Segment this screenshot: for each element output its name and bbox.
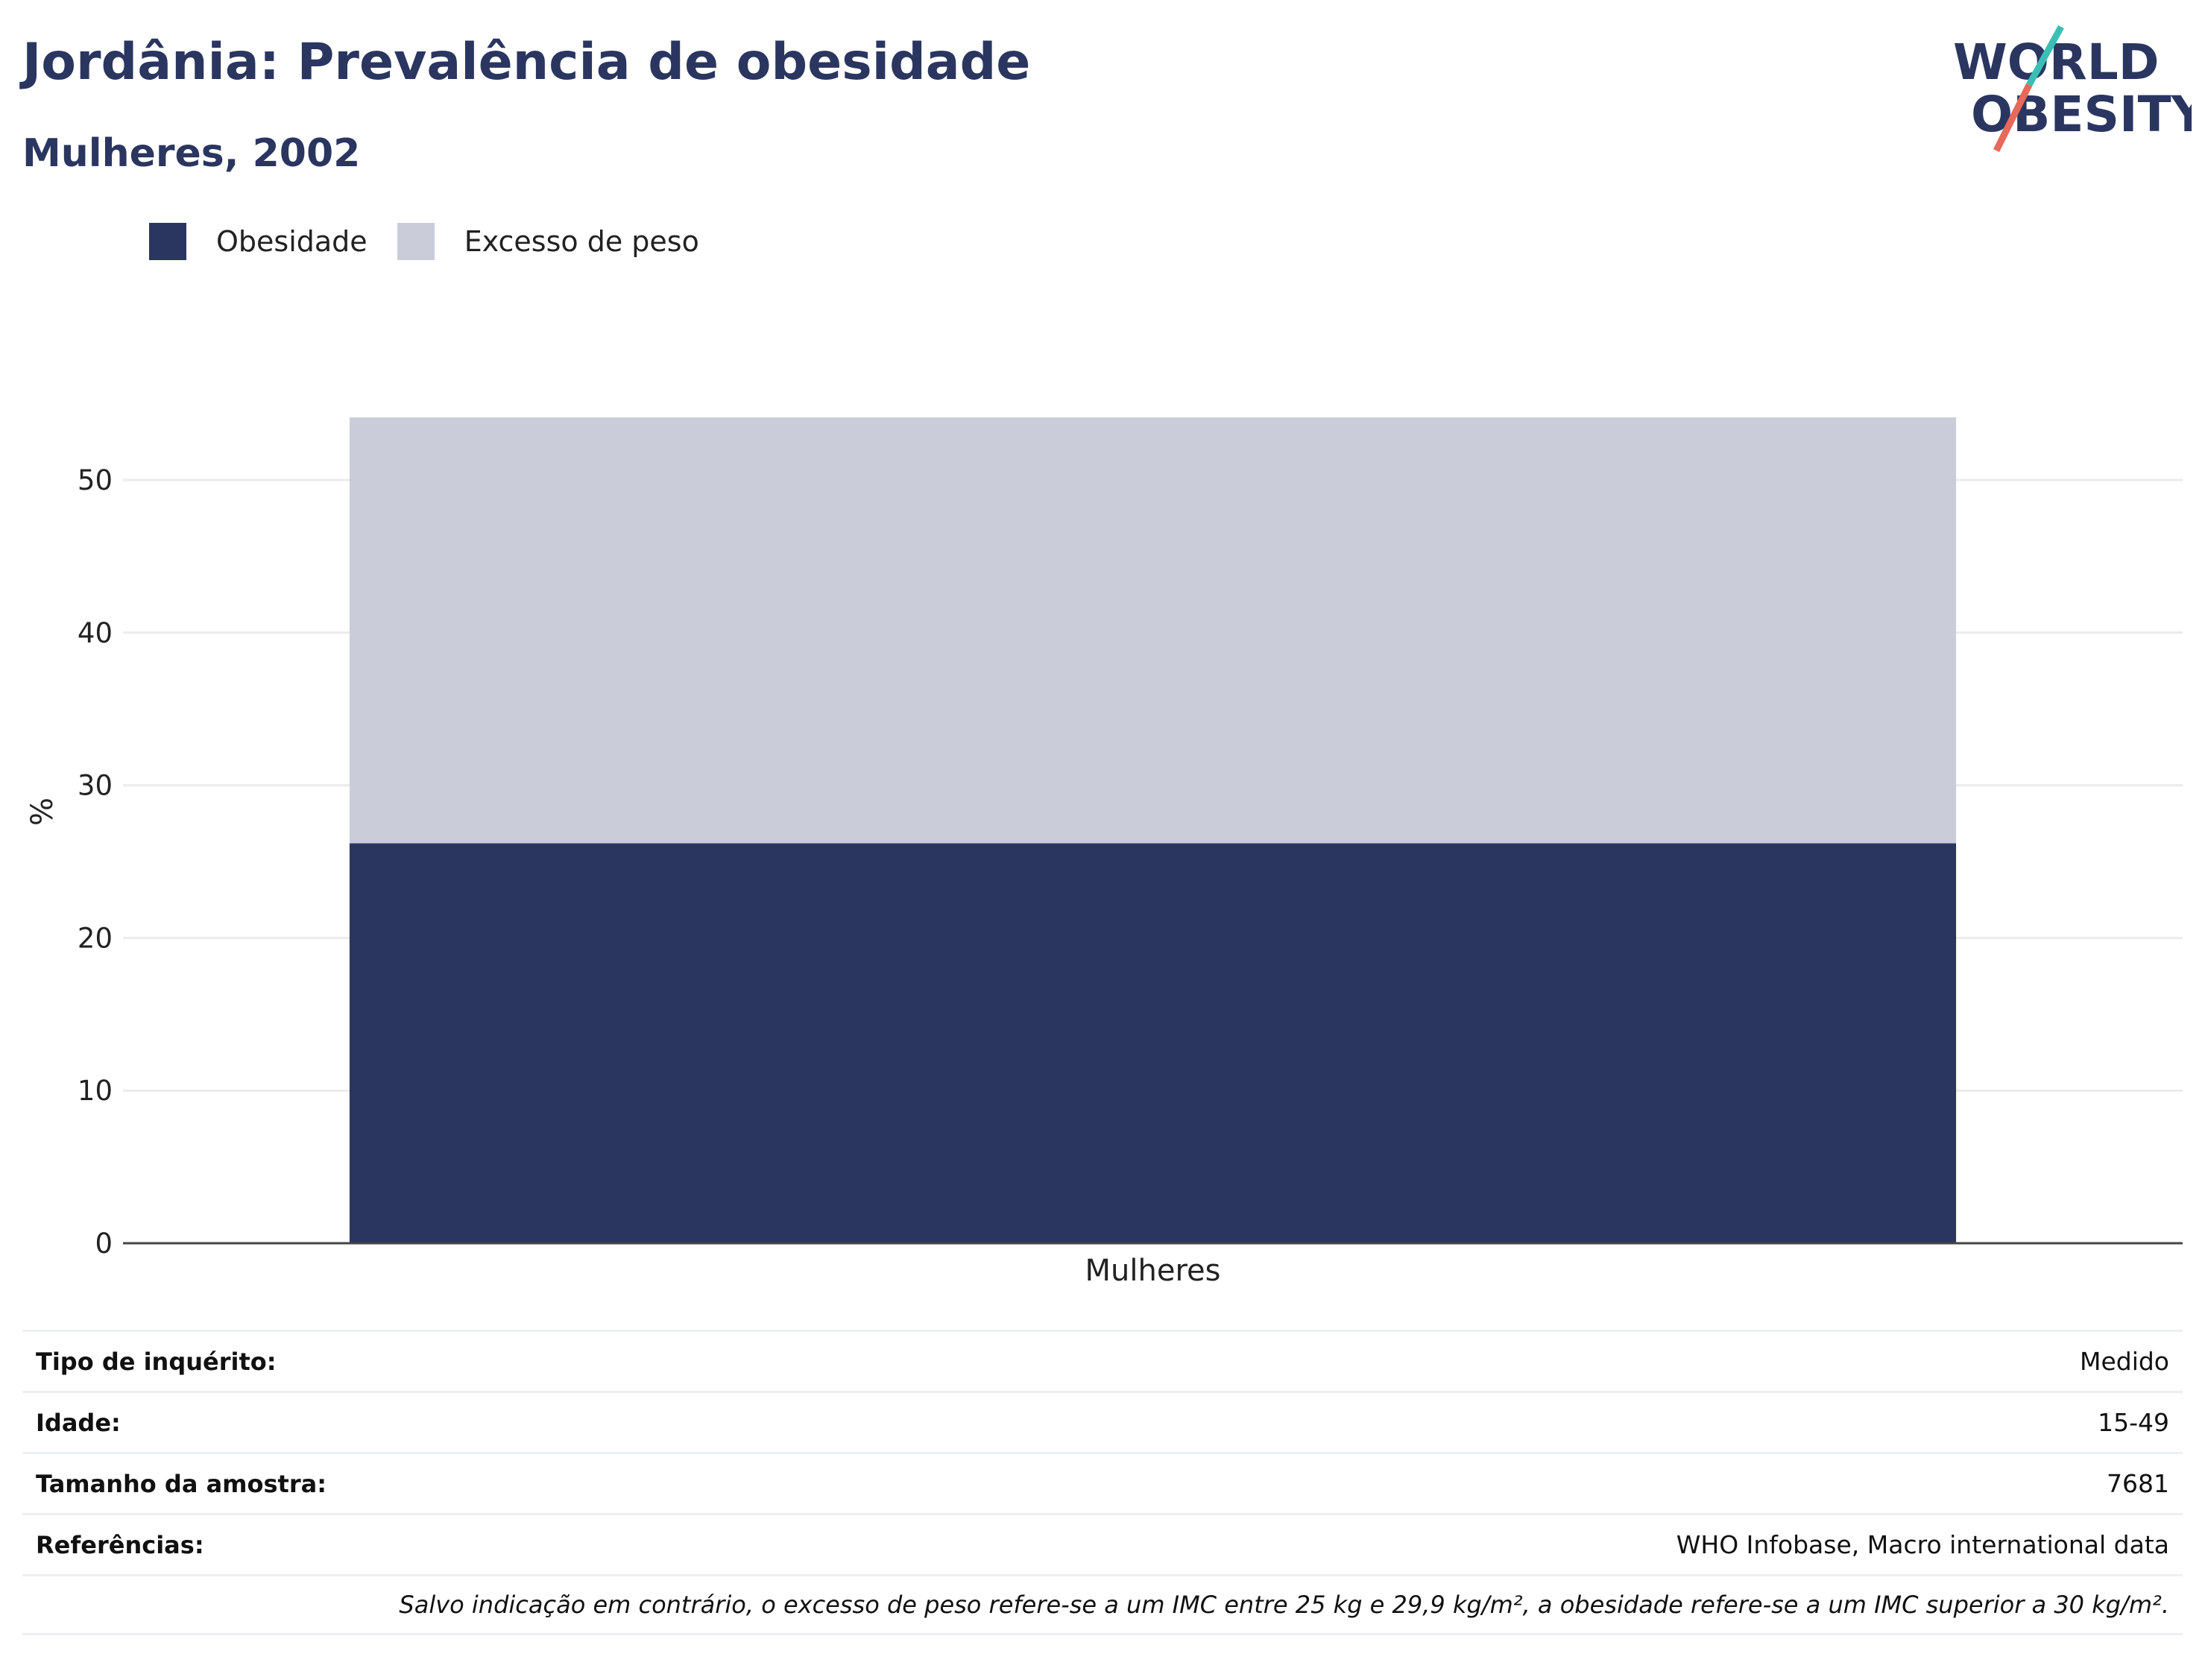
logo-slash-bottom	[1993, 83, 2033, 153]
info-table: Tipo de inquérito: Medido Idade: 15-49 T…	[22, 1330, 2183, 1635]
info-label: Referências:	[36, 1530, 204, 1559]
logo-slash-top	[2026, 25, 2064, 87]
legend-item-excesso-de-peso[interactable]: Excesso de peso	[397, 223, 699, 260]
y-tick-label: 40	[78, 617, 113, 649]
legend-item-obesidade[interactable]: Obesidade	[149, 223, 368, 260]
definition-note: Salvo indicação em contrário, o excesso …	[399, 1591, 2169, 1619]
info-value: 15-49	[2098, 1408, 2169, 1437]
chart-title: Jordânia: Prevalência de obesidade	[22, 33, 1031, 92]
bar-chart: 0 10 20 30 40 50% Mulheres	[25, 417, 2183, 1288]
info-row-references: Referências: WHO Infobase, Macro interna…	[22, 1513, 2183, 1574]
info-value: WHO Infobase, Macro international data	[1676, 1530, 2169, 1559]
y-tick-label: 50	[78, 464, 113, 496]
info-label: Tipo de inquérito:	[36, 1347, 277, 1376]
legend-label-obesidade: Obesidade	[216, 225, 368, 258]
info-row-age: Idade: 15-49	[22, 1391, 2183, 1452]
y-tick-label: 20	[78, 922, 113, 954]
legend-swatch-excesso-de-peso	[397, 223, 435, 260]
x-tick-label: Mulheres	[1085, 1254, 1221, 1288]
bar-segment-obesidade	[349, 843, 1957, 1243]
info-value: Medido	[2079, 1347, 2169, 1376]
world-obesity-logo: WORLD OBESITY	[1953, 25, 2192, 153]
info-row-sample-size: Tamanho da amostra: 7681	[22, 1452, 2183, 1513]
info-label: Idade:	[36, 1408, 121, 1437]
info-label: Tamanho da amostra:	[36, 1469, 327, 1498]
info-row-survey-type: Tipo de inquérito: Medido	[22, 1330, 2183, 1391]
chart-subtitle: Mulheres, 2002	[22, 131, 361, 176]
bar-segment-excesso-de-peso	[349, 417, 1957, 844]
y-axis-label: %	[25, 798, 60, 826]
chart-legend: Obesidade Excesso de peso	[149, 222, 729, 261]
y-tick-label: 30	[78, 770, 113, 802]
legend-label-excesso-de-peso: Excesso de peso	[464, 225, 699, 258]
y-tick-label: 10	[78, 1075, 113, 1107]
y-tick-label: 0	[95, 1228, 113, 1260]
legend-swatch-obesidade	[149, 223, 186, 260]
logo-line1: WORLD	[1953, 34, 2160, 91]
info-row-note: Salvo indicação em contrário, o excesso …	[22, 1574, 2183, 1635]
info-value: 7681	[2107, 1469, 2169, 1498]
